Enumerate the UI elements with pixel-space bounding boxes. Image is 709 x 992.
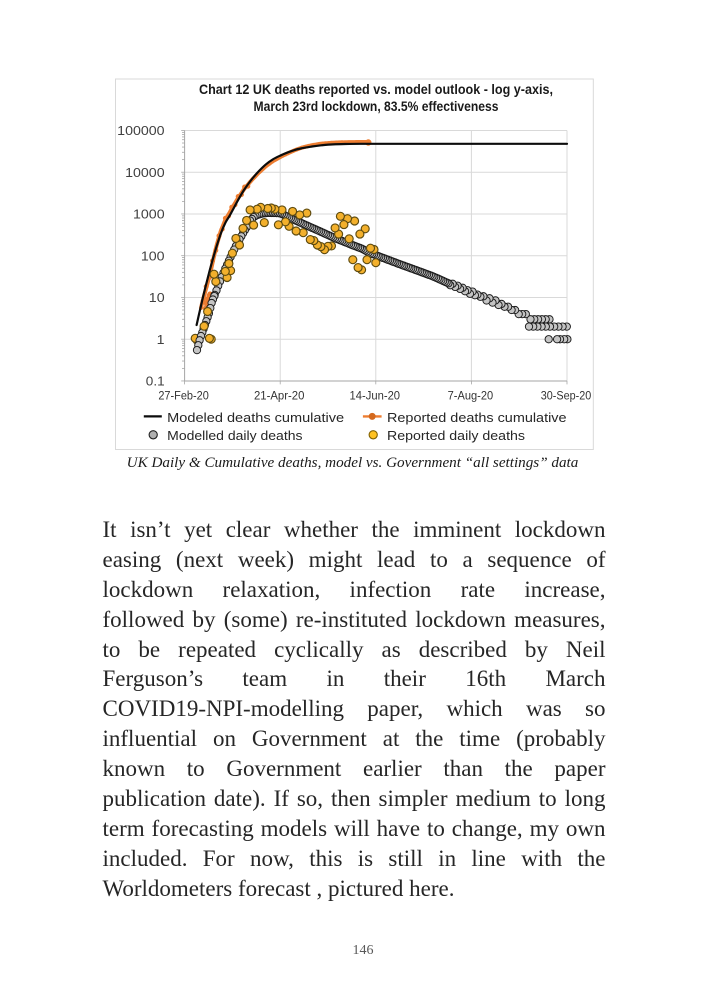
svg-text:100: 100 (141, 248, 165, 263)
svg-text:21-Apr-20: 21-Apr-20 (254, 389, 305, 403)
svg-text:1: 1 (157, 332, 165, 347)
svg-text:30-Sep-20: 30-Sep-20 (541, 389, 592, 403)
svg-text:7-Aug-20: 7-Aug-20 (448, 389, 494, 403)
svg-text:100000: 100000 (117, 123, 164, 138)
svg-text:1000: 1000 (133, 207, 165, 222)
svg-text:Modeled deaths cumulative: Modeled deaths cumulative (167, 410, 344, 425)
svg-text:March 23rd lockdown, 83.5% eff: March 23rd lockdown, 83.5% effectiveness (254, 99, 499, 114)
svg-text:Reported deaths cumulative: Reported deaths cumulative (387, 410, 567, 425)
svg-text:0.1: 0.1 (146, 374, 165, 389)
svg-text:Reported daily deaths: Reported daily deaths (387, 428, 526, 443)
svg-text:27-Feb-20: 27-Feb-20 (158, 389, 209, 403)
svg-text:10000: 10000 (125, 165, 165, 180)
svg-text:Modelled daily deaths: Modelled daily deaths (167, 428, 303, 443)
svg-text:Chart 12 UK deaths reported vs: Chart 12 UK deaths reported vs. model ou… (199, 82, 553, 97)
svg-text:14-Jun-20: 14-Jun-20 (350, 389, 401, 403)
svg-text:10: 10 (149, 290, 165, 305)
